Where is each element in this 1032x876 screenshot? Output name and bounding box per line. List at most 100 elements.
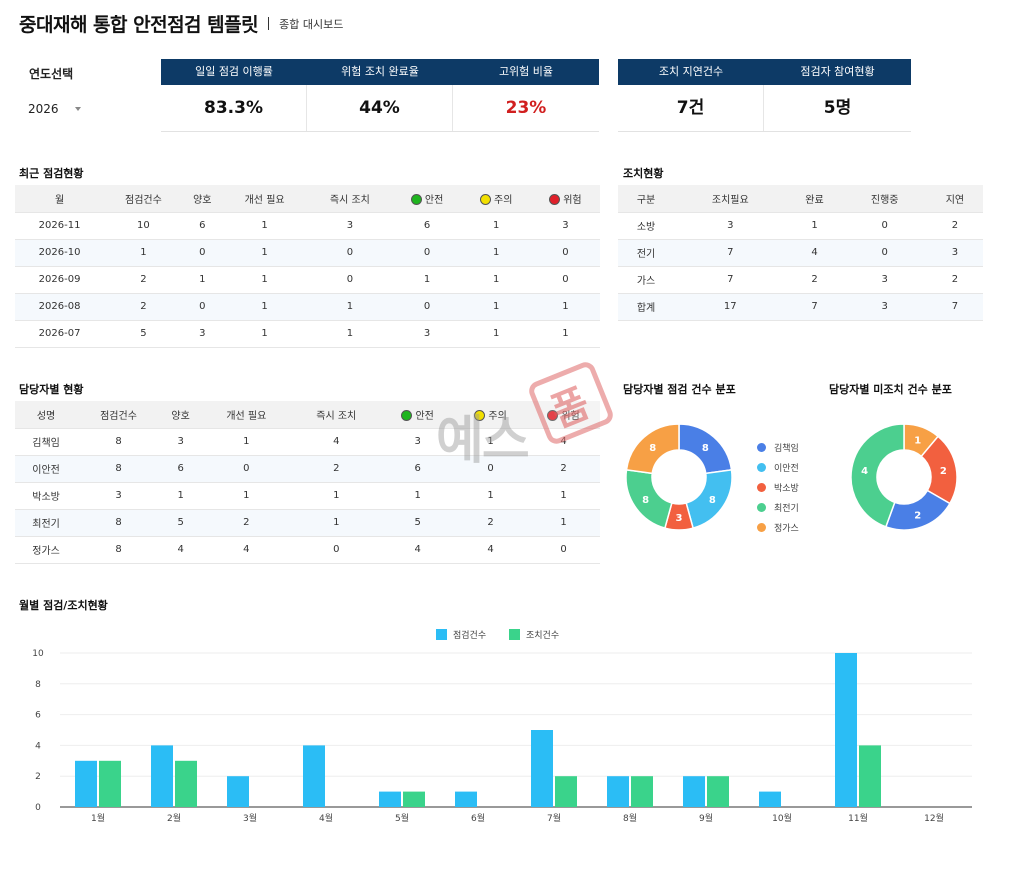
table-row: 2026-07 5 3 1 1 3 1 1: [15, 319, 600, 348]
kpi-value: 23%: [505, 98, 547, 118]
table-cell: 1: [454, 481, 528, 509]
table-row: 소방 3 1 0 2: [618, 211, 983, 239]
kpi-group-right: 조치 지연건수 7건 점검자 참여현황 5명: [618, 59, 911, 132]
bar: [683, 776, 705, 807]
table-cell: 1: [221, 265, 308, 293]
inspection-count-donut: 8 8 3 8 8: [625, 423, 733, 531]
y-tick-label: 10: [32, 649, 44, 659]
year-value: 2026: [28, 102, 59, 116]
table-cell: 0: [307, 265, 393, 293]
table-row: 합계 17 7 3 7: [618, 292, 983, 321]
table-cell: 5: [159, 508, 202, 536]
table-cell: 가스: [618, 265, 675, 293]
title-divider: [268, 17, 270, 30]
table-cell: 2: [201, 508, 292, 536]
table-cell: 합계: [618, 292, 675, 321]
table-cell: 1: [104, 238, 183, 266]
legend-item: 정가스: [757, 517, 799, 537]
table-cell: 7: [674, 265, 787, 293]
legend-swatch-icon: [757, 522, 766, 532]
table-cell: 박소방: [15, 481, 78, 509]
table-row: 정가스 8 4 4 0 4 4 0: [15, 535, 600, 564]
safe-dot-icon: [401, 409, 413, 421]
kpi-value: 5명: [823, 98, 852, 118]
bar: [707, 776, 729, 807]
table-cell: 0: [530, 265, 600, 293]
column-header: 주의: [454, 401, 528, 428]
table-cell: 7: [674, 238, 787, 266]
donut-slice: [850, 423, 905, 528]
column-header: 완료: [786, 185, 843, 212]
table-cell: 3: [530, 211, 600, 239]
table-cell: 3: [182, 319, 222, 348]
x-tick-label: 6월: [471, 812, 485, 824]
table-cell: 4: [527, 427, 600, 455]
table-cell: 1: [461, 319, 531, 348]
year-dropdown[interactable]: 2026: [28, 100, 88, 118]
safe-dot-icon: [410, 193, 422, 205]
donut2-title: 담당자별 미조치 건수 분포: [829, 383, 952, 396]
table-cell: 4: [786, 238, 843, 266]
y-tick-label: 2: [35, 772, 41, 782]
table-cell: 3: [926, 238, 983, 266]
table-cell: 0: [527, 535, 600, 564]
bar: [835, 653, 857, 807]
table-cell: 3: [842, 265, 927, 293]
table-cell: 1: [461, 292, 531, 320]
kpi-label: 점검자 참여현황: [764, 59, 911, 85]
donut-slice: [625, 423, 680, 475]
table-header-row: 월 점검건수 양호 개선 필요 즉시 조치 안전 주의 위험: [15, 185, 600, 212]
table-cell: 8: [77, 535, 160, 564]
table-cell: 1: [527, 508, 600, 536]
y-tick-label: 0: [35, 803, 41, 813]
column-header-label: 즉시 조치: [316, 410, 357, 422]
table-cell: 2: [926, 211, 983, 239]
caution-dot-icon: [474, 409, 486, 421]
kpi-risk-completion: 위험 조치 완료율 44%: [307, 59, 453, 132]
legend-item: 이안전: [757, 457, 799, 477]
column-header: 즉시 조치: [291, 401, 382, 428]
column-header-label: 지연: [945, 194, 965, 206]
kpi-value: 7건: [618, 85, 764, 131]
column-header: 위험: [527, 401, 600, 428]
legend-swatch-icon: [509, 629, 520, 640]
column-header: 점검건수: [104, 185, 183, 212]
table-cell: 7: [926, 292, 983, 321]
recent-inspection-table: 월 점검건수 양호 개선 필요 즉시 조치 안전 주의 위험 2026-11 10 6 1 3 6 1 3 2…: [15, 185, 600, 348]
kpi-delayed-count: 조치 지연건수 7건: [618, 59, 764, 132]
table-row: 2026-08 2 0 1 1 0 1 1: [15, 292, 600, 320]
table-cell: 1: [530, 292, 600, 320]
x-tick-label: 1월: [91, 812, 105, 824]
table-cell: 0: [392, 292, 462, 320]
column-header-label: 조치필요: [711, 194, 749, 206]
table-cell: 1: [182, 265, 222, 293]
kpi-label: 고위험 비율: [453, 59, 599, 85]
column-header-label: 주의: [494, 194, 513, 206]
table-cell: 0: [307, 238, 393, 266]
column-header: 안전: [392, 185, 462, 212]
table-row: 전기 7 4 0 3: [618, 238, 983, 266]
table-cell: 5: [104, 319, 183, 348]
column-header-label: 주의: [488, 410, 507, 422]
table-cell: 0: [291, 535, 382, 564]
table-cell: 0: [530, 238, 600, 266]
table-cell: 6: [182, 211, 222, 239]
x-tick-label: 4월: [319, 812, 333, 824]
legend-label: 최전기: [774, 503, 799, 514]
table-cell: 2: [291, 454, 382, 482]
table-row: 2026-09 2 1 1 0 1 1 0: [15, 265, 600, 293]
table-cell: 2026-09: [15, 265, 105, 293]
table-cell: 2: [104, 265, 183, 293]
table-cell: 2: [926, 265, 983, 293]
bar: [227, 776, 249, 807]
column-header: 조치필요: [674, 185, 787, 212]
column-header-label: 진행중: [870, 194, 899, 206]
table-cell: 8: [77, 427, 160, 455]
danger-dot-icon: [549, 193, 561, 205]
column-header: 구분: [618, 185, 675, 212]
bar: [555, 776, 577, 807]
table-cell: 1: [201, 427, 292, 455]
table-cell: 최전기: [15, 508, 78, 536]
column-header-label: 점검건수: [100, 410, 137, 422]
bar: [759, 791, 781, 807]
